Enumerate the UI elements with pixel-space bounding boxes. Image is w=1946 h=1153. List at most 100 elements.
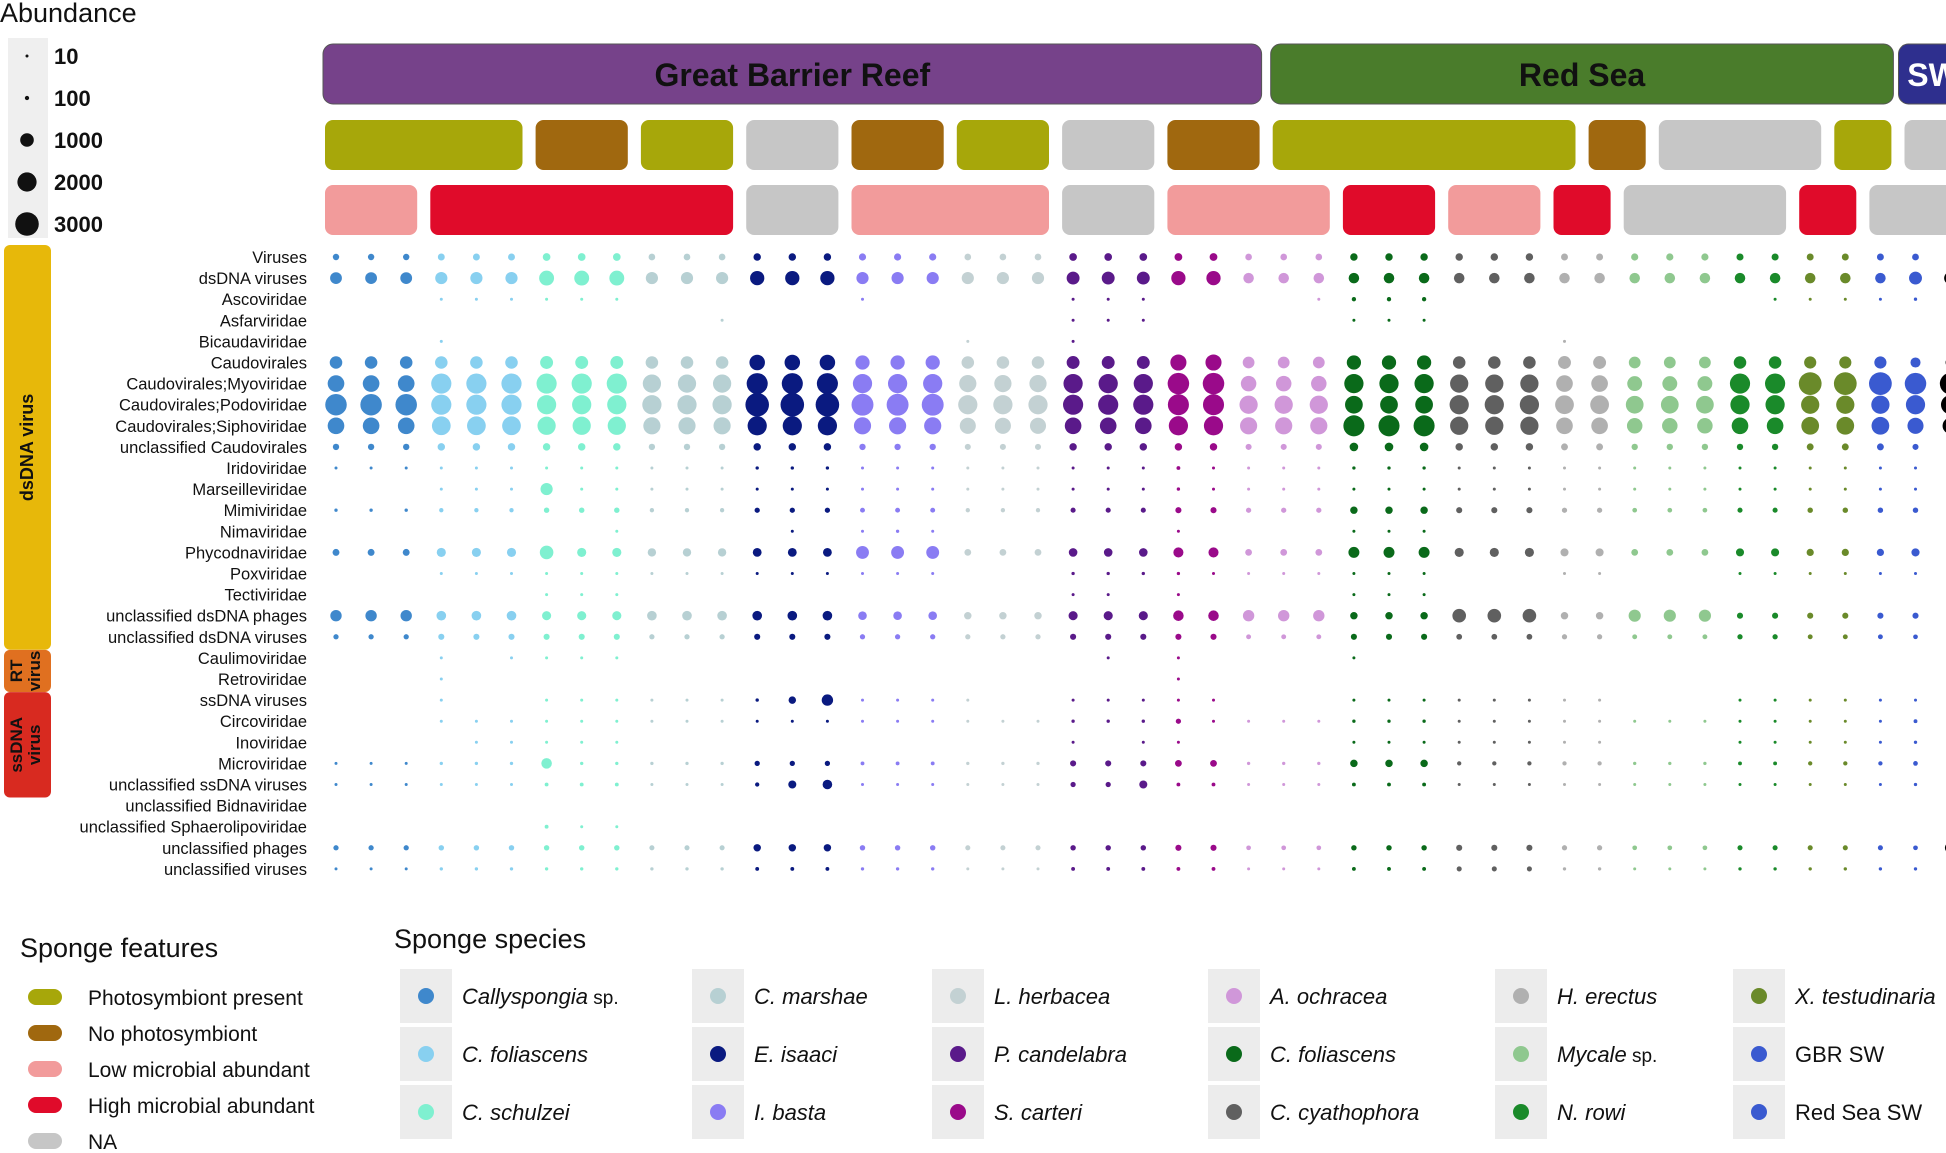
bubble	[543, 845, 550, 851]
bubble	[1807, 612, 1814, 619]
bubble	[1274, 395, 1293, 414]
bubble	[545, 656, 549, 660]
bubble	[1627, 376, 1643, 392]
bubble	[1352, 487, 1356, 491]
row-label: Asfarviridae	[220, 312, 307, 330]
bubble	[1281, 845, 1287, 851]
row-label: unclassified Caudovirales	[120, 439, 307, 457]
bubble	[404, 508, 408, 512]
bubble	[1387, 866, 1391, 871]
bubble	[1035, 508, 1041, 513]
bubble	[369, 867, 373, 871]
bubble	[365, 272, 377, 284]
bubble	[924, 417, 942, 435]
bubble	[580, 740, 584, 744]
bubble	[1210, 844, 1217, 851]
bubble	[755, 782, 760, 787]
bubble	[1422, 719, 1426, 723]
microbial-segment	[430, 185, 734, 235]
species-label: S. carteri	[994, 1100, 1083, 1125]
bubble	[474, 508, 479, 513]
bubble	[859, 634, 866, 640]
bubble	[1245, 549, 1252, 556]
bubble	[614, 782, 619, 787]
bubble	[755, 698, 759, 702]
size-legend-dot	[20, 133, 34, 147]
bubble	[1316, 634, 1322, 640]
bubble	[1563, 487, 1566, 491]
bubble	[1457, 783, 1461, 786]
bubble	[1877, 507, 1884, 513]
bubble	[647, 548, 657, 557]
bubble	[1878, 761, 1883, 766]
bubble	[1525, 443, 1534, 451]
bubble	[506, 547, 517, 557]
bubble	[580, 867, 584, 871]
bubble	[1631, 549, 1639, 556]
bubble	[1633, 466, 1637, 470]
bubble	[544, 824, 549, 829]
bubble	[1701, 443, 1709, 451]
bubble	[472, 443, 481, 451]
bubble	[501, 394, 522, 415]
species-label: L. herbacea	[994, 984, 1110, 1009]
bubble	[1352, 572, 1356, 575]
bubble	[1210, 633, 1217, 640]
bubble	[1098, 373, 1118, 394]
bubble	[474, 740, 478, 744]
bubble	[1561, 845, 1568, 851]
bubble	[1173, 547, 1184, 558]
bubble	[1066, 271, 1080, 285]
bubble	[1385, 253, 1393, 261]
bubble	[824, 633, 831, 640]
bubble	[1563, 783, 1566, 786]
bubble	[1202, 372, 1225, 395]
bubble	[1769, 272, 1781, 284]
bubble	[1245, 253, 1252, 261]
bubble	[965, 508, 970, 513]
bubble	[580, 593, 584, 597]
bubble	[1352, 719, 1356, 723]
bubble	[1136, 271, 1150, 285]
bubble	[1702, 507, 1708, 513]
bubble	[1909, 271, 1922, 285]
bubble	[1418, 272, 1430, 284]
bubble	[1808, 487, 1812, 491]
bubble	[1765, 373, 1786, 394]
bubble	[1877, 845, 1883, 851]
bubble	[578, 633, 585, 640]
bubble	[537, 416, 556, 435]
bubble	[1487, 608, 1502, 623]
row-label: Caudovirales;Myoviridae	[126, 376, 307, 394]
bubble	[1384, 442, 1394, 452]
bubble	[1211, 866, 1216, 871]
bubble	[1449, 395, 1469, 415]
bubble	[439, 698, 443, 702]
bubble	[1668, 466, 1672, 470]
bubble	[964, 611, 972, 620]
bubble	[1420, 759, 1428, 768]
bubble	[1667, 845, 1673, 851]
bubble	[1282, 572, 1286, 575]
bubble	[822, 610, 833, 621]
microbial-segment	[1448, 185, 1541, 235]
bubble	[607, 395, 627, 415]
bubble	[1738, 783, 1742, 786]
bubble	[780, 392, 805, 417]
bubble	[891, 545, 905, 559]
bubble	[1345, 395, 1363, 414]
bubble	[1386, 845, 1392, 851]
bubble	[1563, 572, 1566, 575]
species-label: X. testudinaria	[1794, 984, 1936, 1009]
microbial-segment	[1799, 185, 1857, 235]
bubble	[1317, 572, 1321, 575]
photosymbiont-segment	[1272, 120, 1576, 170]
bubble	[1492, 698, 1496, 702]
bubble	[1738, 740, 1742, 744]
bubble	[1422, 593, 1426, 597]
feature-label: NA	[88, 1131, 117, 1153]
bubble	[650, 867, 654, 871]
bubble	[993, 395, 1013, 415]
bubble	[642, 395, 662, 415]
bubble	[1526, 866, 1532, 872]
